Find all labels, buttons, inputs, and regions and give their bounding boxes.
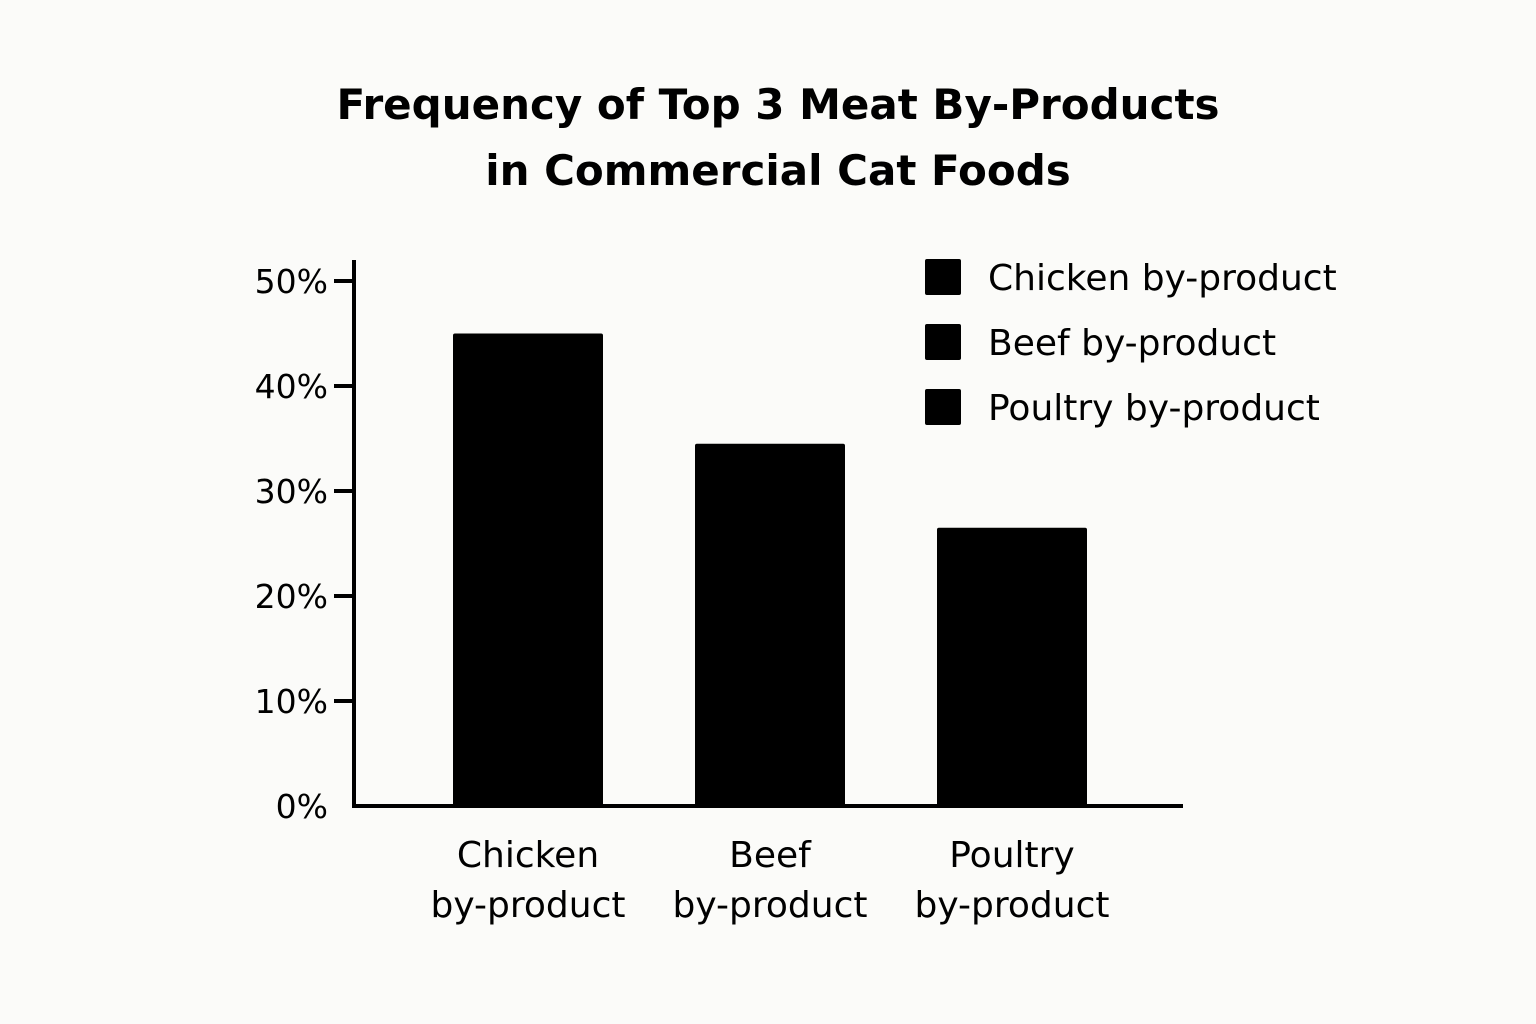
legend-label: Poultry by-product xyxy=(988,388,1320,429)
legend-swatch xyxy=(925,389,961,425)
y-tick-label: 0% xyxy=(276,787,328,826)
y-tick-label: 10% xyxy=(255,682,328,721)
y-tick-label: 30% xyxy=(255,472,328,511)
x-tick-label: by-product xyxy=(431,885,626,926)
bar-1 xyxy=(695,443,845,806)
bar-2 xyxy=(937,527,1087,806)
y-axis-ticks: 0% 10% 20% 30% 40% 50% xyxy=(255,262,354,826)
x-tick-label: Poultry xyxy=(949,835,1075,876)
y-tick-label: 20% xyxy=(255,577,328,616)
chart-title-line-2: in Commercial Cat Foods xyxy=(485,146,1071,195)
x-axis-category-labels: Chicken by-product Beef by-product Poultry by… xyxy=(431,835,1110,926)
x-tick-label: by-product xyxy=(915,885,1110,926)
bars xyxy=(453,333,1087,806)
legend-swatch xyxy=(925,324,961,360)
x-tick-label: Beef xyxy=(729,835,812,876)
legend: Chicken by-product Beef by-product Poultry… xyxy=(925,258,1337,429)
x-tick-label: by-product xyxy=(673,885,868,926)
y-tick-label: 40% xyxy=(255,367,328,406)
legend-swatch xyxy=(925,259,961,295)
legend-label: Beef by-product xyxy=(988,323,1276,364)
chart-title: Frequency of Top 3 Meat By-Products in C… xyxy=(0,72,1536,204)
bar-0 xyxy=(453,333,603,806)
y-tick-label: 50% xyxy=(255,262,328,301)
chart-title-line-1: Frequency of Top 3 Meat By-Products xyxy=(336,80,1220,129)
legend-label: Chicken by-product xyxy=(988,258,1337,299)
x-tick-label: Chicken xyxy=(457,835,599,876)
